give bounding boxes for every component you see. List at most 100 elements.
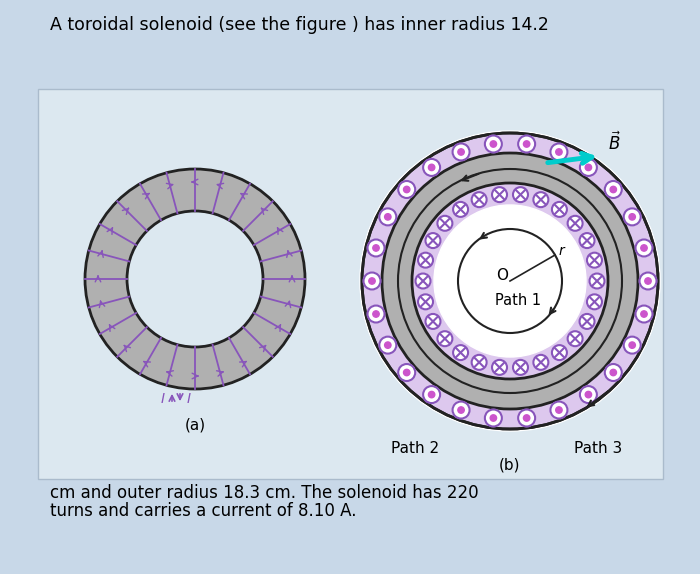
Circle shape [453,345,468,360]
Circle shape [362,133,658,429]
Circle shape [629,214,636,220]
Text: Path 1: Path 1 [495,293,541,308]
Circle shape [580,314,594,329]
Text: (b): (b) [499,457,521,472]
Text: Path 3: Path 3 [574,441,622,456]
Circle shape [645,278,651,284]
Circle shape [403,369,410,376]
Text: turns and carries a current of 8.10 A.: turns and carries a current of 8.10 A. [50,502,356,520]
Text: Path 2: Path 2 [391,441,439,456]
Circle shape [610,187,617,193]
Circle shape [518,135,535,153]
Text: cm and outer radius 18.3 cm. The solenoid has 220: cm and outer radius 18.3 cm. The solenoi… [50,484,479,502]
Circle shape [426,233,440,248]
Circle shape [434,205,586,357]
Circle shape [568,216,582,231]
Circle shape [533,355,548,370]
Circle shape [360,131,660,431]
Circle shape [490,415,496,421]
Circle shape [587,294,602,309]
Circle shape [624,336,641,354]
Circle shape [428,164,435,170]
Circle shape [384,214,391,220]
Circle shape [369,278,375,284]
Circle shape [382,153,638,409]
Text: $\vec{B}$: $\vec{B}$ [608,132,622,154]
Text: O: O [496,267,508,282]
Circle shape [403,187,410,193]
Circle shape [492,360,507,375]
Circle shape [513,360,528,375]
Circle shape [373,311,379,317]
Circle shape [373,245,379,251]
Text: I: I [161,392,165,406]
Circle shape [423,159,440,176]
Circle shape [485,409,502,426]
Circle shape [524,415,530,421]
Circle shape [629,342,636,348]
Circle shape [552,345,567,360]
Circle shape [384,342,391,348]
Circle shape [492,187,507,202]
Circle shape [127,211,263,347]
Circle shape [398,181,415,198]
Circle shape [524,141,530,147]
Circle shape [513,187,528,202]
Circle shape [589,273,605,289]
Circle shape [640,245,648,251]
Circle shape [418,294,433,309]
Circle shape [438,216,452,231]
Text: (a): (a) [184,417,206,432]
Circle shape [640,273,657,289]
Circle shape [398,364,415,381]
Circle shape [453,202,468,217]
Circle shape [472,355,486,370]
Circle shape [423,386,440,403]
Circle shape [580,233,594,248]
Circle shape [605,364,622,381]
Circle shape [640,311,648,317]
Circle shape [412,183,608,379]
Circle shape [418,253,433,267]
Circle shape [368,305,384,323]
Circle shape [453,402,470,418]
Circle shape [636,305,652,323]
Circle shape [556,149,562,155]
Circle shape [605,181,622,198]
Circle shape [518,409,535,426]
Circle shape [428,391,435,398]
Circle shape [556,407,562,413]
Circle shape [533,192,548,207]
Circle shape [438,331,452,346]
Circle shape [580,159,597,176]
Circle shape [636,239,652,257]
Circle shape [624,208,641,226]
Circle shape [382,153,638,409]
Circle shape [580,386,597,403]
Circle shape [585,391,591,398]
Circle shape [363,273,381,289]
Circle shape [585,164,591,170]
Circle shape [379,336,396,354]
Circle shape [610,369,617,376]
Circle shape [368,239,384,257]
FancyBboxPatch shape [38,89,663,479]
Circle shape [552,202,567,217]
Circle shape [485,135,502,153]
Circle shape [458,149,464,155]
Circle shape [550,402,568,418]
Circle shape [416,273,430,289]
Circle shape [587,253,602,267]
Circle shape [568,331,582,346]
Circle shape [379,208,396,226]
Circle shape [85,169,305,389]
Circle shape [550,144,568,161]
Circle shape [453,144,470,161]
Text: r: r [558,244,564,258]
Circle shape [426,314,440,329]
Circle shape [490,141,496,147]
Circle shape [458,407,464,413]
Circle shape [412,183,608,379]
Text: I: I [187,392,191,406]
Text: A toroidal solenoid (see the figure ) has inner radius 14.2: A toroidal solenoid (see the figure ) ha… [50,16,549,34]
